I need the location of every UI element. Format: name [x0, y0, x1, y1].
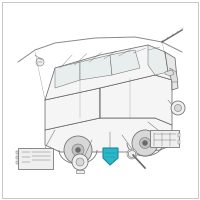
Circle shape	[140, 138, 151, 148]
Polygon shape	[103, 148, 118, 165]
FancyBboxPatch shape	[16, 156, 18, 159]
Circle shape	[132, 130, 158, 156]
FancyBboxPatch shape	[178, 133, 180, 137]
FancyBboxPatch shape	[76, 170, 84, 173]
Polygon shape	[100, 75, 172, 125]
Circle shape	[171, 101, 185, 115]
Polygon shape	[45, 88, 100, 130]
FancyBboxPatch shape	[16, 151, 18, 154]
Polygon shape	[165, 52, 178, 90]
FancyBboxPatch shape	[18, 148, 52, 168]
Circle shape	[76, 148, 80, 152]
Circle shape	[76, 158, 84, 166]
Polygon shape	[148, 45, 168, 75]
FancyBboxPatch shape	[150, 130, 179, 146]
Polygon shape	[165, 70, 174, 76]
Circle shape	[72, 154, 88, 170]
FancyBboxPatch shape	[178, 140, 180, 144]
Polygon shape	[55, 62, 80, 88]
Circle shape	[64, 136, 92, 164]
Circle shape	[142, 140, 148, 146]
Polygon shape	[45, 45, 172, 100]
Circle shape	[174, 104, 182, 112]
Polygon shape	[110, 50, 140, 75]
Circle shape	[72, 144, 84, 156]
Circle shape	[127, 149, 137, 159]
Polygon shape	[80, 55, 112, 80]
Circle shape	[36, 58, 44, 66]
Polygon shape	[129, 150, 135, 158]
Polygon shape	[170, 68, 178, 82]
FancyBboxPatch shape	[16, 161, 18, 164]
Polygon shape	[45, 118, 172, 152]
